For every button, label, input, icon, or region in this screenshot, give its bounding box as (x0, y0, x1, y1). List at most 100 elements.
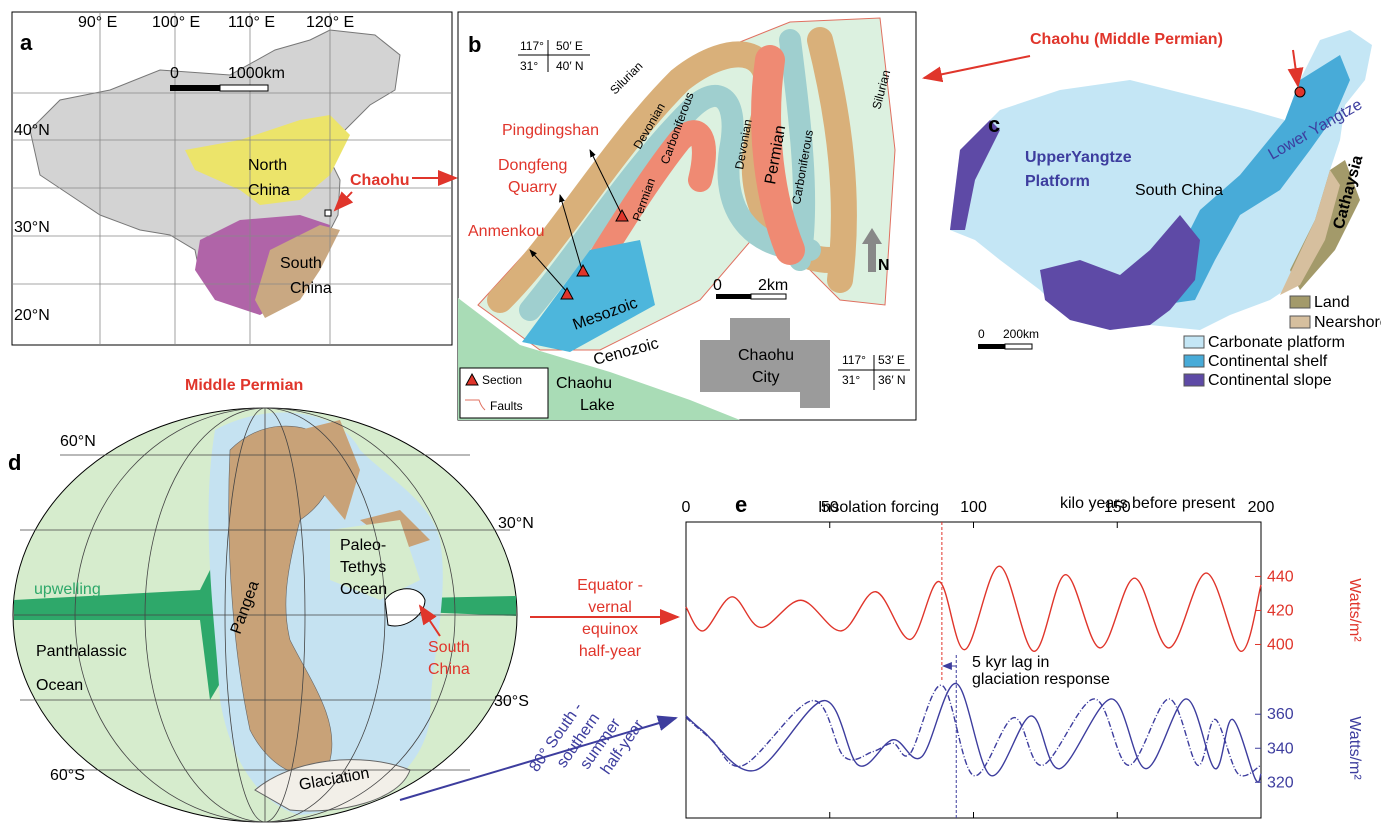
region-label: China (290, 280, 332, 297)
lon-label: 120° E (306, 14, 354, 31)
text-line: Chaohu (738, 347, 794, 364)
legend-label: Continental shelf (1208, 353, 1328, 370)
line-series (686, 684, 1261, 783)
legend-label: Section (482, 373, 522, 387)
site-label: Chaohu (Middle Permian) (1030, 31, 1223, 48)
panel-title: Middle Permian (185, 377, 303, 394)
y-tick-label: 440 (1267, 568, 1294, 585)
legend-label: Nearshore (1314, 314, 1381, 331)
scale-label: 2km (758, 277, 788, 294)
text-line: Paleo- (340, 537, 386, 554)
text-line: 53′ E (878, 353, 905, 367)
site-marker (1295, 87, 1305, 97)
panel-label: c (988, 112, 1000, 137)
scale-label: 0 (713, 277, 722, 294)
lag-label: 5 kyr lag in (972, 654, 1049, 671)
text-line: equinox (582, 621, 638, 638)
text-line: South (428, 639, 470, 656)
lat-label: 30°N (498, 515, 534, 532)
x-tick-label: 100 (960, 499, 987, 516)
text-line: 117° (842, 353, 866, 367)
y-tick-label: 360 (1267, 706, 1294, 723)
legend-label: Continental slope (1208, 372, 1332, 389)
scale-bar (978, 344, 1005, 349)
legend-label: Carbonate platform (1208, 334, 1345, 351)
text-line: Ocean (36, 677, 83, 694)
text-line: Quarry (508, 179, 557, 196)
x-tick-label: 150 (1104, 499, 1131, 516)
region-label: South (280, 255, 322, 272)
scale-bar (1005, 344, 1032, 349)
lat-label: 30°N (14, 219, 50, 236)
text-line: UpperYangtze (1025, 149, 1132, 166)
upwelling-label: upwelling (34, 581, 101, 598)
region-label: South China (1135, 182, 1223, 199)
scale-bar (170, 85, 220, 91)
scale-label: 1000km (228, 65, 285, 82)
lon-label: 90° E (78, 14, 117, 31)
text-line: Equator - (577, 577, 643, 594)
y-tick-label: 340 (1267, 740, 1294, 757)
x-tick-label: 50 (821, 499, 839, 516)
text-line: 117° (520, 39, 544, 53)
forcing-label: 80° South -southernsummerhalf-year (526, 682, 648, 810)
text-line: Platform (1025, 173, 1090, 190)
text-line: China (428, 661, 470, 678)
legend-swatch (1290, 316, 1310, 328)
x-tick-label: 0 (682, 499, 691, 516)
site-label: Anmenkou (468, 223, 545, 240)
y2-axis-label: Watts/m² (1346, 716, 1363, 780)
y-axis-label: Watts/m² (1346, 578, 1363, 642)
site-label: Chaohu (350, 172, 410, 189)
lon-label: 110° E (228, 14, 275, 31)
panel-c: Chaohu (Middle Permian) c Lower Yangtze … (924, 30, 1381, 389)
x-axis-label: kilo years before present (1060, 495, 1236, 512)
scale-label: 0 (170, 65, 179, 82)
text-line: 50′ E (556, 39, 583, 53)
text-line: Dongfeng (498, 157, 567, 174)
panel-a: a 90° E 100° E 110° E 120° E 40°N 30°N 2… (12, 12, 456, 345)
scale-bar (716, 294, 751, 299)
scale-label: 200km (1003, 327, 1039, 341)
panel-e: e Insolation forcing kilo years before p… (682, 492, 1363, 818)
scale-bar (220, 85, 268, 91)
arrow (1293, 50, 1298, 86)
legend-label: Faults (490, 399, 523, 413)
line-series (686, 566, 1261, 651)
y-tick-label: 420 (1267, 602, 1294, 619)
legend-swatch (1290, 296, 1310, 308)
lat-label: 60°N (60, 433, 96, 450)
legend-swatch (1184, 355, 1204, 367)
panel-d: Middle Permian d 60°N 30°N 30°S 60°S upw… (8, 377, 678, 822)
north-label: N (878, 257, 890, 274)
lat-label: 60°S (50, 767, 85, 784)
x-tick-label: 200 (1248, 499, 1275, 516)
y-tick-label: 400 (1267, 636, 1294, 653)
panel-label: b (468, 32, 481, 57)
lag-label: glaciation response (972, 671, 1110, 688)
text-line: half-year (579, 643, 642, 660)
text-line: City (752, 369, 780, 386)
figure: a 90° E 100° E 110° E 120° E 40°N 30°N 2… (0, 0, 1381, 825)
legend-swatch (1184, 336, 1204, 348)
text-line: Chaohu (556, 375, 612, 392)
scale-label: 0 (978, 327, 985, 341)
arrow (924, 56, 1030, 78)
region-label: North (248, 157, 287, 174)
scale-bar (751, 294, 786, 299)
text-line: 31° (520, 59, 538, 73)
lon-label: 100° E (152, 14, 200, 31)
ocean-label: Paleo-TethysOcean (340, 537, 387, 598)
panel-label: a (20, 30, 33, 55)
text-line: Panthalassic (36, 643, 127, 660)
text-line: 36′ N (878, 373, 906, 387)
panel-b: 117°50′ E31°40′ N b Silurian Silurian De… (458, 12, 916, 420)
text-line: Ocean (340, 581, 387, 598)
panel-label: d (8, 450, 21, 475)
legend-swatch (1184, 374, 1204, 386)
lat-label: 20°N (14, 307, 50, 324)
region-label: China (248, 182, 290, 199)
lat-label: 40°N (14, 122, 50, 139)
panel-label: e (735, 492, 747, 517)
